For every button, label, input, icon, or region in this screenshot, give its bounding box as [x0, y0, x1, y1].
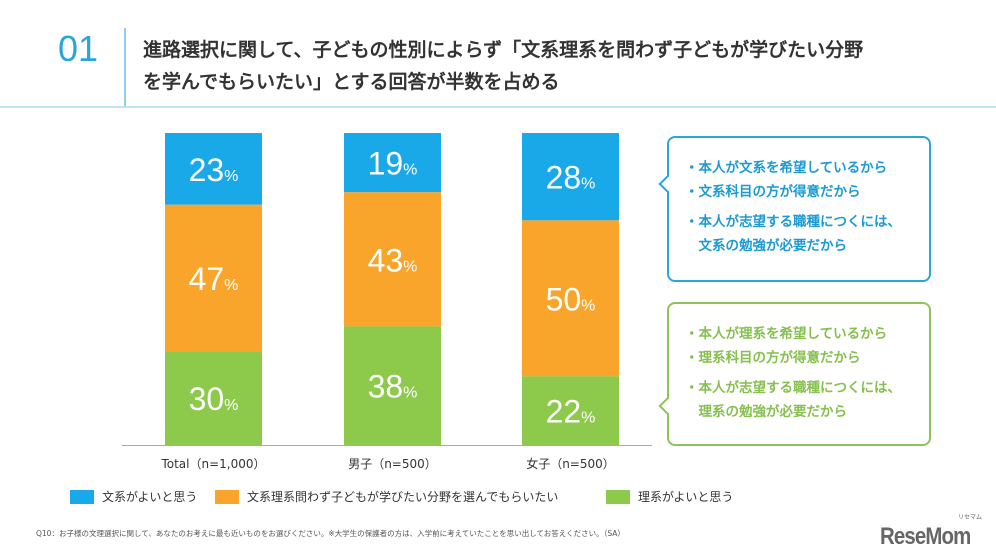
reason: ・理系科目の方が得意だから	[685, 350, 861, 366]
reason: 文系の勉強が必要だから	[685, 238, 847, 254]
bar-segment	[522, 376, 619, 445]
legend-label: 文系理系問わず子どもが学びたい分野を選んでもらいたい	[247, 490, 559, 504]
legend-swatch	[70, 489, 94, 504]
legend-swatch	[606, 489, 630, 504]
legend-item: 文系がよいと思う	[70, 488, 197, 505]
reason: ・本人が志望する職種につくには、	[685, 380, 901, 396]
page-title: 進路選択に関して、子どもの性別によらず「文系理系を問わず子どもが学びたい分野 を学…	[143, 34, 973, 98]
bar-segment	[522, 133, 619, 221]
section-number: 01	[58, 28, 99, 69]
callout-bunkei: ・本人が文系を希望しているから ・文系科目の方が得意だから ・本人が志望する職種…	[667, 136, 931, 282]
reason: ・本人が理系を希望しているから	[685, 326, 888, 342]
reason: 理系の勉強が必要だから	[685, 404, 847, 420]
data-label: 28%	[546, 160, 596, 196]
callout-rikei: ・本人が理系を希望しているから ・理系科目の方が得意だから ・本人が志望する職種…	[667, 302, 931, 446]
legend-label: 文系がよいと思う	[102, 490, 198, 504]
logo-ruby: リセマム	[958, 514, 983, 521]
data-label: 47%	[189, 261, 239, 297]
divider	[0, 106, 996, 108]
resemom-logo: ReseMom	[880, 523, 971, 550]
footnote: Q10：お子様の文理選択に関して、あなたのお考えに最も近いものをお選びください。…	[36, 529, 625, 538]
bar-segment	[165, 204, 262, 352]
legend-swatch	[215, 489, 239, 504]
legend-item: 文系理系問わず子どもが学びたい分野を選んでもらいたい	[215, 488, 558, 505]
category-label: 男子（n=500）	[348, 457, 437, 471]
bar-segment	[165, 351, 262, 445]
bar-segment	[522, 220, 619, 377]
legend-label: 理系がよいと思う	[638, 490, 734, 504]
stacked-bar-chart: 23%47%30%Total（n=1,000）19%43%38%男子（n=500…	[122, 133, 652, 471]
divider	[124, 28, 126, 106]
title-line: を学んでもらいたい」とする回答が半数を占める	[143, 71, 560, 93]
category-label: 女子（n=500）	[526, 456, 615, 471]
bar-segment	[344, 192, 441, 327]
title-line: 進路選択に関して、子どもの性別によらず「文系理系を問わず子どもが学びたい分野	[143, 39, 864, 61]
reason: ・本人が志望する職種につくには、	[685, 214, 901, 230]
bar-segment	[344, 133, 441, 193]
category-label: Total（n=1,000）	[160, 457, 265, 471]
bar-segment	[344, 326, 441, 445]
reason: ・本人が文系を希望しているから	[685, 160, 888, 176]
reason: ・文系科目の方が得意だから	[685, 184, 861, 200]
legend-item: 理系がよいと思う	[606, 488, 733, 505]
bar-segment	[165, 133, 262, 205]
